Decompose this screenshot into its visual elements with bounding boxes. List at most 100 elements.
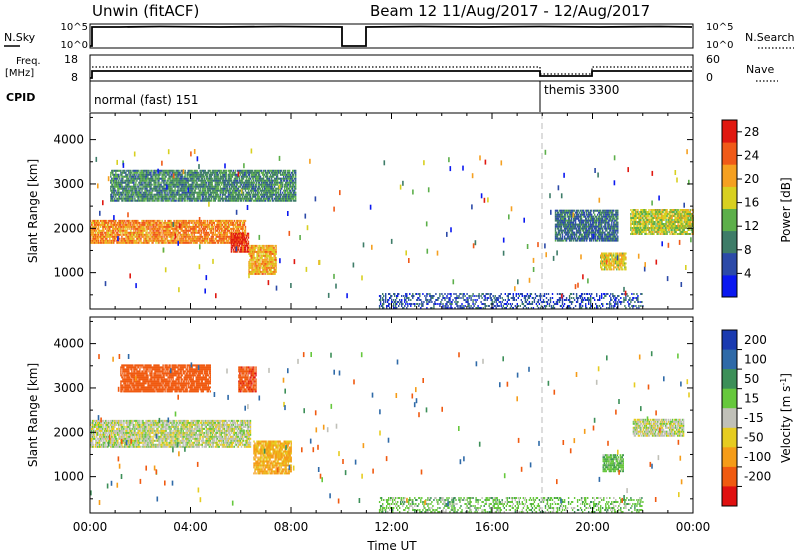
range-gate-cell xyxy=(274,258,276,261)
range-gate-cell xyxy=(388,305,390,307)
range-gate-cell xyxy=(209,189,211,192)
range-gate-cell xyxy=(256,175,259,178)
range-gate-cell xyxy=(225,231,228,234)
range-gate-cell xyxy=(271,244,273,247)
range-gate-cell xyxy=(140,171,142,174)
range-gate-cell xyxy=(166,223,168,226)
range-gate-cell xyxy=(127,225,129,228)
range-gate-cell xyxy=(217,235,219,238)
range-gate-cell xyxy=(152,235,154,238)
range-gate-cell xyxy=(225,195,228,198)
range-gate-cell xyxy=(284,169,286,172)
range-gate-cell xyxy=(151,175,153,178)
range-gate-cell xyxy=(183,177,185,180)
range-gate-cell xyxy=(111,171,113,174)
range-gate-cell xyxy=(259,179,262,182)
range-gate-cell xyxy=(213,179,215,182)
range-gate-cell xyxy=(263,262,265,265)
range-gate-cell xyxy=(197,219,199,222)
range-gate-cell xyxy=(124,241,126,244)
range-gate-cell xyxy=(231,231,234,234)
range-gate-cell xyxy=(259,169,262,172)
range-gate-cell xyxy=(249,183,252,186)
range-gate-cell xyxy=(220,237,223,240)
range-gate-cell xyxy=(139,223,141,226)
range-gate-cell xyxy=(150,179,152,182)
range-gate-cell xyxy=(478,295,480,297)
range-gate-cell xyxy=(164,173,166,176)
range-gate-cell xyxy=(126,219,128,222)
range-gate-cell xyxy=(233,219,236,222)
range-gate-cell xyxy=(265,179,268,182)
range-gate-cell xyxy=(130,181,132,184)
range-gate-cell xyxy=(546,301,549,303)
range-gate-cell xyxy=(379,295,382,297)
range-gate-cell xyxy=(159,183,161,186)
range-gate-cell xyxy=(395,301,397,303)
range-gate-cell xyxy=(187,227,189,230)
range-gate-cell xyxy=(543,305,546,307)
range-gate-cell xyxy=(205,199,207,202)
range-gate-cell xyxy=(138,187,140,190)
range-gate-cell xyxy=(230,187,233,190)
range-gate-cell xyxy=(166,229,168,232)
range-gate-cell xyxy=(117,233,119,236)
range-gate-cell xyxy=(483,295,485,297)
range-gate-cell xyxy=(492,295,494,297)
range-gate-cell xyxy=(190,173,192,176)
range-gate-cell xyxy=(158,229,160,232)
range-gate-cell xyxy=(106,241,108,244)
range-gate-cell xyxy=(175,239,177,242)
range-gate-cell xyxy=(160,235,162,238)
range-gate-cell xyxy=(196,193,198,196)
range-gate-cell xyxy=(252,193,255,196)
range-gate-cell xyxy=(215,235,217,238)
range-gate-cell xyxy=(257,197,260,200)
range-gate-cell xyxy=(106,231,108,234)
range-gate-cell xyxy=(116,235,118,238)
range-gate-cell xyxy=(247,171,250,174)
range-gate-cell xyxy=(221,195,224,198)
range-gate-cell xyxy=(153,195,155,198)
range-gate-cell xyxy=(136,189,138,192)
range-gate-cell xyxy=(506,305,508,307)
range-gate-cell xyxy=(145,231,147,234)
range-gate-cell xyxy=(266,183,269,186)
range-gate-cell xyxy=(230,185,233,188)
range-gate-cell xyxy=(165,225,167,228)
range-gate-cell xyxy=(133,185,135,188)
range-gate-cell xyxy=(116,199,118,202)
range-gate-cell xyxy=(236,225,239,228)
range-gate-cell xyxy=(166,239,168,242)
range-gate-cell xyxy=(199,229,201,232)
range-gate-cell xyxy=(396,295,398,297)
range-gate-cell xyxy=(238,185,241,188)
range-gate-cell xyxy=(215,171,217,174)
range-gate-cell xyxy=(122,223,124,226)
range-gate-cell xyxy=(186,187,188,190)
range-gate-cell xyxy=(256,266,258,269)
range-gate-cell xyxy=(217,179,219,182)
range-gate-cell xyxy=(214,199,216,202)
range-gate-cell xyxy=(205,233,207,236)
range-gate-cell xyxy=(286,193,288,196)
range-gate-cell xyxy=(152,227,154,230)
range-gate-cell xyxy=(197,195,199,198)
range-gate-cell xyxy=(95,219,97,222)
range-gate-cell xyxy=(130,197,132,200)
range-gate-cell xyxy=(174,239,176,242)
range-gate-cell xyxy=(133,225,135,228)
range-gate-cell xyxy=(197,223,199,226)
range-gate-cell xyxy=(293,199,295,202)
range-gate-cell xyxy=(213,187,215,190)
range-gate-cell xyxy=(150,187,152,190)
range-gate-cell xyxy=(279,189,282,192)
range-gate-cell xyxy=(238,232,241,235)
range-gate-cell xyxy=(450,301,452,303)
range-gate-cell xyxy=(234,242,237,245)
range-gate-cell xyxy=(104,225,106,228)
range-gate-cell xyxy=(126,185,128,188)
range-gate-cell xyxy=(157,231,159,234)
range-gate-cell xyxy=(244,227,247,230)
range-gate-cell xyxy=(90,237,92,240)
